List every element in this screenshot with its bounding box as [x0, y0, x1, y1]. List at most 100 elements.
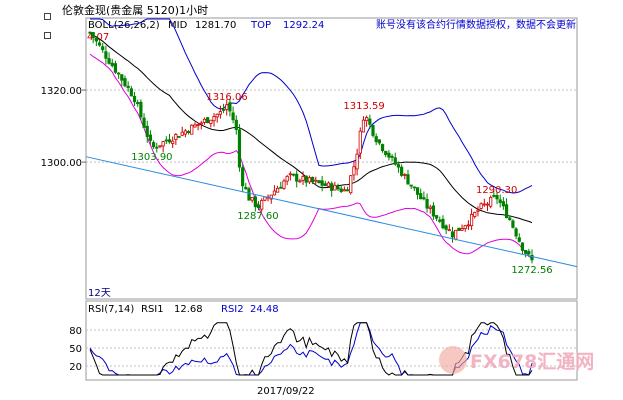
- candle-body: [279, 186, 283, 189]
- candle-body: [107, 58, 111, 64]
- candle-body: [463, 225, 467, 230]
- period-label: 12天: [88, 288, 111, 299]
- main-panel-frame: [85, 17, 578, 300]
- candle-body: [317, 180, 321, 184]
- candle-body: [400, 166, 404, 176]
- boll-mid-value: 1281.70: [195, 20, 236, 31]
- candle-body: [371, 125, 375, 136]
- candle-body: [473, 212, 477, 217]
- candle-body: [241, 167, 245, 187]
- candle-body: [361, 119, 366, 133]
- candle-body: [450, 231, 455, 238]
- candle-body: [524, 250, 528, 254]
- candle-body: [409, 184, 413, 187]
- candle-body: [276, 187, 280, 193]
- candle-body: [113, 63, 118, 73]
- candle-body: [234, 119, 238, 130]
- candle-body: [333, 184, 337, 191]
- candle-body: [212, 116, 216, 122]
- candle-body: [199, 122, 203, 125]
- candle-body: [193, 124, 197, 128]
- candle-body: [336, 186, 340, 190]
- rsi-panel-frame: [85, 300, 578, 381]
- candle-body: [489, 197, 493, 207]
- candle-body: [431, 205, 436, 217]
- rsi-lines: [89, 322, 533, 376]
- candle-body: [104, 51, 108, 59]
- candle-body: [132, 95, 137, 103]
- candle-body: [365, 117, 369, 122]
- candle-body: [454, 229, 458, 240]
- candle-body: [231, 112, 235, 121]
- candle-body: [202, 118, 207, 123]
- candle-body: [444, 225, 448, 230]
- candle-body: [177, 136, 181, 138]
- candle-body: [244, 186, 248, 190]
- rsi1-value: 12.68: [174, 304, 203, 315]
- candle-body: [530, 254, 534, 261]
- candle-body: [422, 197, 426, 200]
- candle-body: [358, 130, 362, 154]
- candle-body: [295, 173, 299, 182]
- candle-body: [485, 203, 490, 206]
- candle-body: [155, 146, 159, 149]
- candle-body: [508, 217, 512, 221]
- candle-body: [250, 197, 254, 201]
- candle-body: [285, 175, 289, 182]
- candle-body: [396, 164, 401, 168]
- candle-body: [221, 109, 226, 111]
- candle-body: [377, 139, 381, 144]
- candle-body: [323, 183, 327, 187]
- candle-body: [447, 229, 451, 232]
- candle-body: [469, 213, 474, 227]
- candle-body: [412, 186, 416, 189]
- candle-body: [476, 209, 480, 212]
- rsi2-label: RSI2: [221, 304, 244, 315]
- candle-body: [288, 173, 292, 176]
- candles: [88, 31, 534, 264]
- candle-body: [479, 203, 483, 209]
- candle-body: [101, 46, 105, 51]
- y-tick-label: 1300.00: [41, 158, 82, 169]
- rsi-y-tick-label: 50: [69, 344, 82, 355]
- candle-body: [355, 153, 359, 170]
- candle-body: [272, 190, 277, 196]
- rsi-y-tick-label: 20: [69, 362, 82, 373]
- candle-body: [501, 201, 505, 207]
- candle-body: [88, 31, 92, 34]
- candle-body: [247, 188, 251, 201]
- candle-body: [368, 118, 372, 125]
- rsi1-label: RSI1: [141, 304, 164, 315]
- annotation-high: 1290.30: [476, 185, 517, 196]
- candle-body: [206, 117, 210, 124]
- candle-body: [253, 196, 257, 208]
- candle-body: [120, 74, 124, 81]
- candle-body: [282, 180, 286, 189]
- candle-body: [126, 85, 130, 88]
- candle-body: [164, 139, 168, 142]
- candle-body: [314, 179, 318, 182]
- candle-body: [256, 204, 261, 209]
- candle-body: [167, 139, 172, 143]
- candle-body: [342, 189, 346, 192]
- candle-body: [129, 88, 133, 97]
- candle-body: [492, 195, 496, 197]
- candle-body: [527, 251, 531, 255]
- candle-body: [237, 129, 242, 168]
- candle-body: [228, 102, 232, 112]
- candle-body: [158, 145, 162, 148]
- y-tick-label: 1320.00: [41, 86, 82, 97]
- candle-body: [460, 228, 464, 231]
- candle-body: [91, 32, 95, 38]
- candle-body: [190, 124, 194, 135]
- candle-body: [215, 113, 219, 118]
- candle-body: [387, 152, 391, 158]
- candle-body: [320, 180, 324, 186]
- candle-body: [380, 144, 385, 152]
- window-icon[interactable]: [44, 5, 58, 39]
- title-bar: 伦敦金现(贵金属 5120)1小时: [0, 0, 623, 39]
- candle-body: [374, 136, 378, 143]
- watermark-logo-icon: [439, 346, 467, 374]
- price-annotations: 1316.06 1303.90 1313.59 1287.60 1290.30 1272.…: [131, 92, 552, 276]
- candle-body: [425, 198, 429, 209]
